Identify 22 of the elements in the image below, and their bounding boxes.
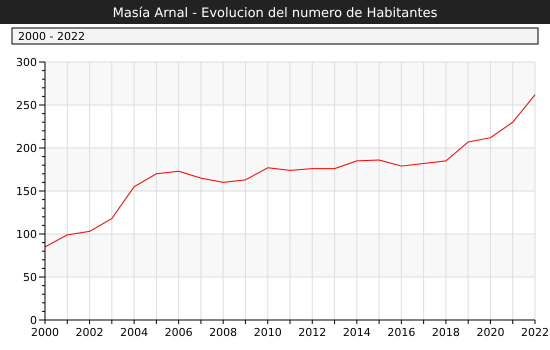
x-tick-label: 2006	[164, 326, 193, 339]
x-tick-label: 2016	[387, 326, 416, 339]
x-tick-label: 2004	[120, 326, 148, 339]
y-tick-label: 250	[16, 99, 37, 112]
y-tick-label: 300	[16, 56, 37, 69]
x-tick-label: 2014	[342, 326, 371, 339]
x-tick-label: 2018	[432, 326, 460, 339]
x-tick-label: 2000	[31, 326, 59, 339]
x-tick-label: 2022	[521, 326, 549, 339]
x-tick-label: 2008	[209, 326, 238, 339]
y-tick-label: 100	[16, 228, 37, 241]
y-tick-label: 150	[16, 185, 37, 198]
y-tick-label: 50	[23, 271, 37, 284]
x-tick-label: 2010	[254, 326, 282, 339]
y-tick-label: 200	[16, 142, 37, 155]
x-tick-label: 2002	[76, 326, 104, 339]
x-tick-label: 2012	[298, 326, 326, 339]
y-tick-label: 0	[30, 314, 37, 327]
chart-title: Masía Arnal - Evolucion del numero de Habitantes	[112, 6, 438, 21]
line-series	[44, 94, 536, 248]
x-tick-label: 2020	[476, 326, 504, 339]
chart-subtitle: 2000 - 2022	[18, 30, 85, 43]
